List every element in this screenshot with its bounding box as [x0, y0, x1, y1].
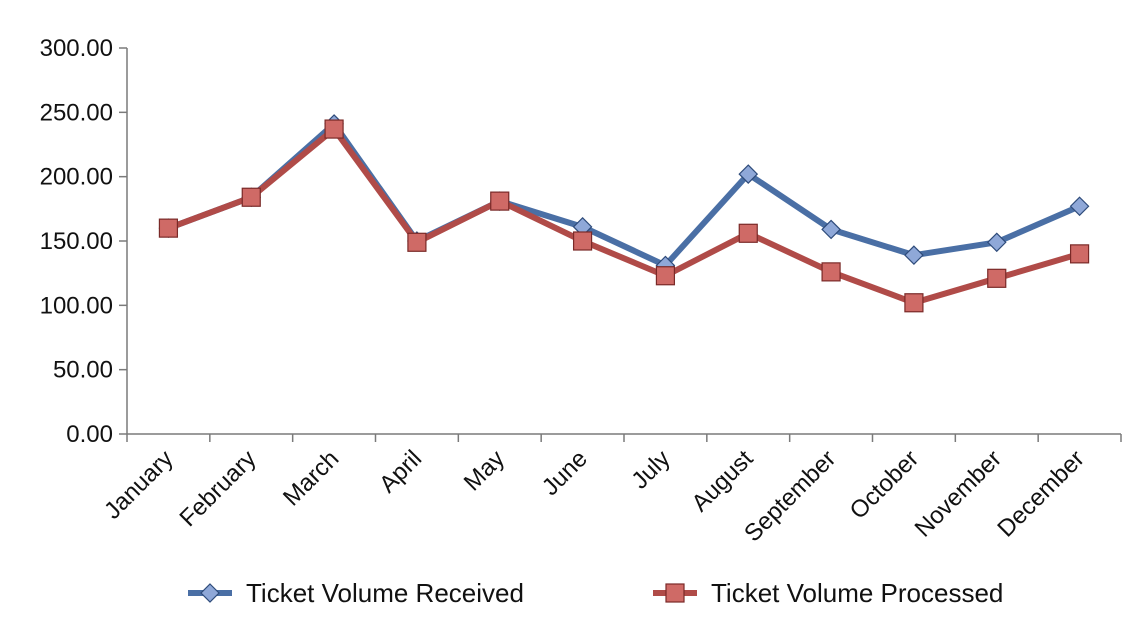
- series-received: [158, 114, 1090, 276]
- y-tick-label: 150.00: [40, 228, 113, 255]
- x-tick-label: August: [687, 445, 759, 517]
- data-point-square: [655, 266, 676, 286]
- x-tick-label: January: [99, 445, 178, 524]
- data-point-square: [158, 218, 179, 238]
- y-tick-label: 100.00: [40, 292, 113, 319]
- x-tick-label: June: [537, 445, 593, 501]
- x-tick-label: July: [626, 445, 675, 494]
- data-point-square: [821, 262, 841, 282]
- data-point-square: [324, 119, 344, 139]
- data-point-square: [904, 293, 924, 313]
- x-tick-label: March: [278, 445, 344, 511]
- data-point-diamond: [986, 232, 1007, 253]
- data-point-diamond: [904, 245, 924, 266]
- x-tick-label: December: [992, 445, 1089, 542]
- data-point-square: [738, 223, 758, 243]
- x-tick-label: October: [845, 445, 924, 524]
- x-tick-label: May: [459, 445, 510, 496]
- series-line: [165, 126, 1083, 306]
- x-tick-label: November: [910, 445, 1007, 542]
- y-tick-label: 200.00: [40, 164, 113, 191]
- data-point-square: [407, 232, 427, 252]
- legend: Ticket Volume Received Ticket Volume Pro…: [188, 578, 1003, 608]
- data-point-square: [1069, 244, 1090, 264]
- series-line: [165, 120, 1083, 269]
- y-tick-label: 50.00: [53, 357, 113, 384]
- data-point-square: [241, 187, 261, 207]
- data-point-diamond: [1069, 196, 1090, 217]
- data-point-diamond: [738, 164, 759, 184]
- y-tick-label: 0.00: [66, 421, 113, 448]
- y-tick-label: 300.00: [40, 35, 113, 62]
- y-axis-ticks: 0.00 50.00 100.00 150.00 200.00 250.00 300.00: [40, 35, 127, 448]
- data-point-diamond: [821, 219, 841, 240]
- data-point-square: [490, 191, 510, 211]
- axes: [126, 48, 1121, 435]
- data-point-square: [572, 231, 593, 251]
- legend-diamond-marker-icon: [200, 583, 220, 603]
- series-processed: [158, 119, 1090, 313]
- legend-item-processed: Ticket Volume Processed: [653, 578, 1003, 608]
- y-tick-label: 250.00: [40, 99, 113, 126]
- legend-label-processed: Ticket Volume Processed: [711, 578, 1003, 608]
- legend-label-received: Ticket Volume Received: [246, 578, 524, 608]
- series-layer: [158, 114, 1090, 313]
- legend-square-marker-icon: [665, 583, 685, 603]
- legend-item-received: Ticket Volume Received: [188, 578, 524, 608]
- x-tick-label: February: [174, 445, 261, 532]
- data-point-square: [987, 268, 1007, 288]
- x-tick-label: April: [374, 445, 427, 498]
